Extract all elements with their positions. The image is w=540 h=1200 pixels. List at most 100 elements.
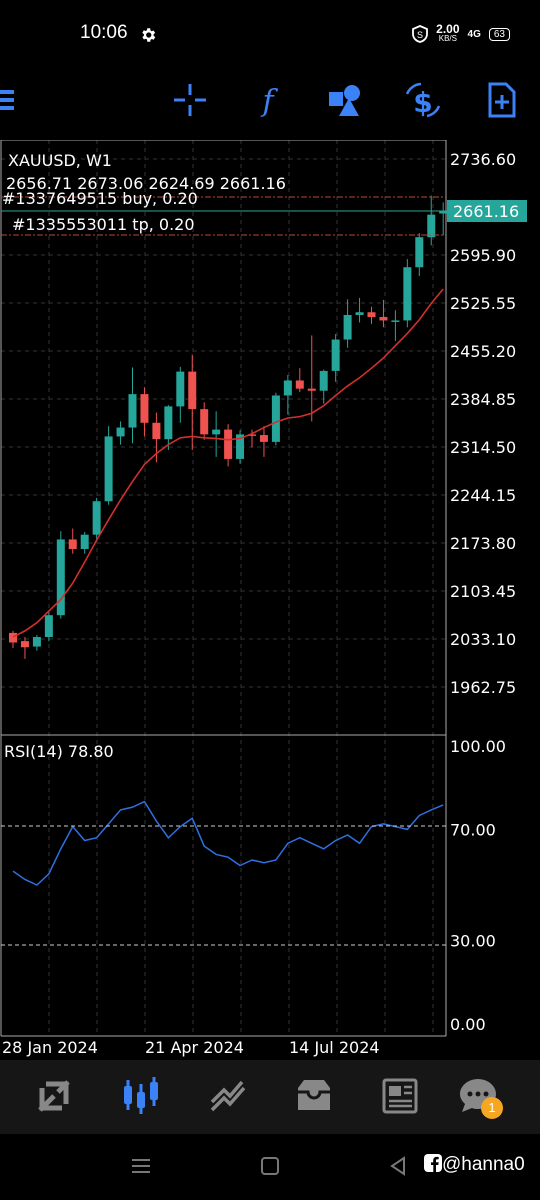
- toolbar: f $: [0, 70, 540, 130]
- date-tick-label: 21 Apr 2024: [145, 1038, 244, 1057]
- date-tick-label: 28 Jan 2024: [2, 1038, 98, 1057]
- candle-body: [164, 406, 173, 440]
- candle-body: [104, 436, 113, 502]
- rsi-tick-label: 100.00: [450, 737, 506, 756]
- system-nav-bar: [0, 1134, 540, 1200]
- battery-indicator: 63: [488, 27, 510, 41]
- rsi-tick-label: 70.00: [450, 820, 496, 839]
- moving-average-line: [12, 288, 444, 638]
- candle-body: [415, 237, 424, 268]
- candle-body: [224, 429, 233, 459]
- price-tick-label: 2595.90: [450, 246, 516, 265]
- network-indicator: 4G: [467, 28, 481, 40]
- svg-text:S: S: [417, 30, 423, 40]
- recents-icon[interactable]: [129, 1154, 153, 1178]
- quotes-icon[interactable]: [32, 1074, 76, 1118]
- candle-body: [140, 394, 149, 423]
- news-icon[interactable]: [378, 1074, 422, 1118]
- candle-body: [32, 637, 41, 647]
- order-buy-label: #1337649515 buy, 0.20: [2, 189, 198, 208]
- bottom-nav: [0, 1060, 540, 1134]
- facebook-icon: [424, 1154, 442, 1172]
- candle-body: [56, 539, 65, 616]
- svg-text:$: $: [413, 86, 432, 119]
- order-tp-label: #1335553011 tp, 0.20: [12, 215, 195, 234]
- candle-body: [200, 409, 209, 435]
- candle-body: [343, 314, 352, 340]
- candle-body: [295, 380, 304, 389]
- candle-body: [9, 632, 17, 643]
- price-tick-label: 2173.80: [450, 534, 516, 553]
- candle-body: [355, 312, 364, 315]
- net-speed-unit: KB/S: [438, 34, 457, 43]
- crosshair-icon[interactable]: [170, 80, 210, 120]
- price-tick-label: 2314.50: [450, 438, 516, 457]
- candle-body: [307, 388, 316, 391]
- candle-body: [271, 395, 280, 442]
- chart-area[interactable]: 2736.60 2595.90 2525.55 2455.20 2384.85 2314.…: [0, 140, 540, 1060]
- rsi-tick-label: 0.00: [450, 1015, 486, 1034]
- shapes-icon[interactable]: [325, 80, 365, 120]
- candle-body: [188, 371, 197, 410]
- candle-body: [283, 380, 292, 396]
- candle-body: [379, 317, 388, 321]
- symbol-label: XAUUSD, W1: [8, 151, 112, 170]
- rsi-tick-label: 30.00: [450, 932, 496, 951]
- date-axis: 28 Jan 2024 21 Apr 2024 14 Jul 2024: [2, 1038, 380, 1057]
- watermark: @hanna0: [424, 1154, 525, 1176]
- net-speed-value: 2.00: [436, 22, 460, 36]
- candle-body: [391, 320, 400, 322]
- price-tag-label: 2661.16: [453, 202, 519, 221]
- order-lines: [1, 196, 446, 236]
- candle-body: [176, 371, 185, 407]
- candle-body: [212, 429, 221, 435]
- candle-body: [128, 394, 137, 428]
- shield-icon: S: [412, 25, 429, 43]
- trade-icon[interactable]: [206, 1074, 250, 1118]
- candle-body: [331, 339, 340, 371]
- rsi-label: RSI(14) 78.80: [4, 742, 114, 761]
- home-icon[interactable]: [258, 1154, 282, 1178]
- price-chart[interactable]: 2736.60 2595.90 2525.55 2455.20 2384.85 2314.…: [0, 140, 540, 1060]
- price-tick-label: 2525.55: [450, 294, 516, 313]
- price-tick-label: 2244.15: [450, 486, 516, 505]
- candle-body: [367, 312, 376, 318]
- price-tick-label: 2103.45: [450, 582, 516, 601]
- candle-body: [248, 434, 256, 436]
- rsi-axis: 100.00 70.00 30.00 0.00: [450, 737, 506, 1034]
- net-speed: 2.00 KB/S: [436, 22, 460, 44]
- new-order-icon[interactable]: [482, 80, 522, 120]
- candle-body: [68, 539, 77, 550]
- candle-body: [319, 370, 328, 391]
- price-tick-label: 2033.10: [450, 630, 516, 649]
- menu-icon[interactable]: [0, 80, 26, 120]
- status-time: 10:06: [80, 22, 128, 43]
- history-icon[interactable]: [292, 1074, 336, 1118]
- dollar-icon[interactable]: $: [403, 80, 443, 120]
- price-tick-label: 2736.60: [450, 150, 516, 169]
- date-tick-label: 14 Jul 2024: [289, 1038, 380, 1057]
- candle-body: [427, 214, 436, 238]
- chart-icon[interactable]: [119, 1074, 163, 1118]
- svg-text:f: f: [260, 84, 278, 119]
- candle-body: [259, 435, 268, 442]
- candle-body: [80, 534, 89, 550]
- candle-body: [403, 267, 412, 321]
- chart-grid: [1, 140, 446, 1036]
- candle-body: [44, 615, 53, 638]
- ohlc-label: 2656.71 2673.06 2624.69 2661.16: [6, 174, 286, 193]
- chat-badge: 1: [481, 1097, 503, 1119]
- status-right: S 2.00 KB/S 4G 63: [412, 22, 510, 44]
- candle-body: [236, 434, 245, 459]
- candle-body: [20, 641, 29, 648]
- function-icon[interactable]: f: [248, 80, 288, 120]
- price-tick-label: 2384.85: [450, 390, 516, 409]
- price-tick-label: 1962.75: [450, 678, 516, 697]
- price-tick-label: 2455.20: [450, 342, 516, 361]
- price-tag: [447, 200, 527, 222]
- back-icon[interactable]: [386, 1154, 410, 1178]
- watermark-text: @hanna0: [442, 1154, 525, 1175]
- rsi-line: [12, 800, 444, 886]
- candle-body: [116, 427, 125, 437]
- candle-body: [152, 422, 161, 440]
